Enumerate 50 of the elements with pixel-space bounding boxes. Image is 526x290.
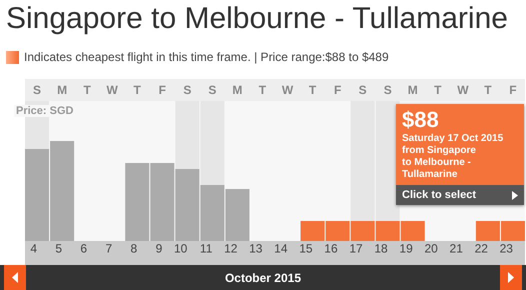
text: M: [232, 83, 242, 97]
x-tick-label: 8: [130, 242, 138, 256]
x-tick-label: 15: [299, 242, 313, 256]
text: T: [484, 83, 492, 97]
annotation: Click to select: [402, 189, 476, 201]
text: F: [158, 83, 166, 97]
text: T: [134, 83, 142, 97]
x-tick-label: 18: [374, 242, 388, 256]
x-tick-label: 21: [450, 242, 464, 256]
button: Click to select: [396, 185, 524, 205]
text: W: [282, 83, 294, 97]
x-tick-label: 12: [224, 242, 238, 256]
x-tick-label: 20: [424, 242, 438, 256]
text: S: [384, 83, 392, 97]
x-tick-label: 17: [349, 242, 363, 256]
x-tick-label: 7: [105, 242, 112, 256]
text: S: [208, 83, 216, 97]
text: T: [258, 83, 267, 97]
x-tick-label: 14: [274, 242, 288, 256]
y-axis-title: Price: SGD: [14, 105, 76, 117]
text: S: [358, 83, 367, 97]
annotation: to Melbourne - Tullamarine: [401, 157, 472, 181]
x-tick-label: 22: [474, 242, 488, 256]
annotation: Saturday 17 Oct 2015: [401, 133, 504, 145]
text: $88: [401, 106, 440, 133]
text: T: [434, 83, 442, 97]
text: F: [509, 83, 517, 97]
text: T: [308, 83, 317, 97]
x-tick-label: 10: [174, 242, 188, 256]
chart-subtitle: Indicates cheapest flight in this time frame. | Price range:$88 to $489: [24, 50, 389, 64]
x-tick-label: 16: [324, 242, 338, 256]
x-tick-label: 19: [399, 242, 414, 256]
x-tick-label: 11: [200, 242, 213, 256]
text: M: [57, 83, 68, 97]
x-tick-label: 13: [249, 242, 263, 256]
text: T: [83, 83, 92, 97]
text: F: [334, 83, 342, 97]
x-tick-label: 23: [500, 242, 514, 256]
annotation: from Singapore: [401, 145, 477, 157]
text: W: [457, 83, 470, 97]
x-tick-label: 6: [80, 242, 88, 256]
chart-title: Singapore to Melbourne - Tullamarine: [6, 2, 508, 36]
text: S: [33, 83, 42, 97]
text: S: [183, 83, 192, 97]
x-tick-label: 9: [156, 242, 163, 256]
text: M: [408, 83, 418, 97]
text: W: [106, 83, 119, 97]
x-tick-label: 4: [30, 242, 38, 256]
x-axis-title: October 2015: [0, 265, 526, 290]
x-tick-label: 5: [55, 242, 62, 256]
